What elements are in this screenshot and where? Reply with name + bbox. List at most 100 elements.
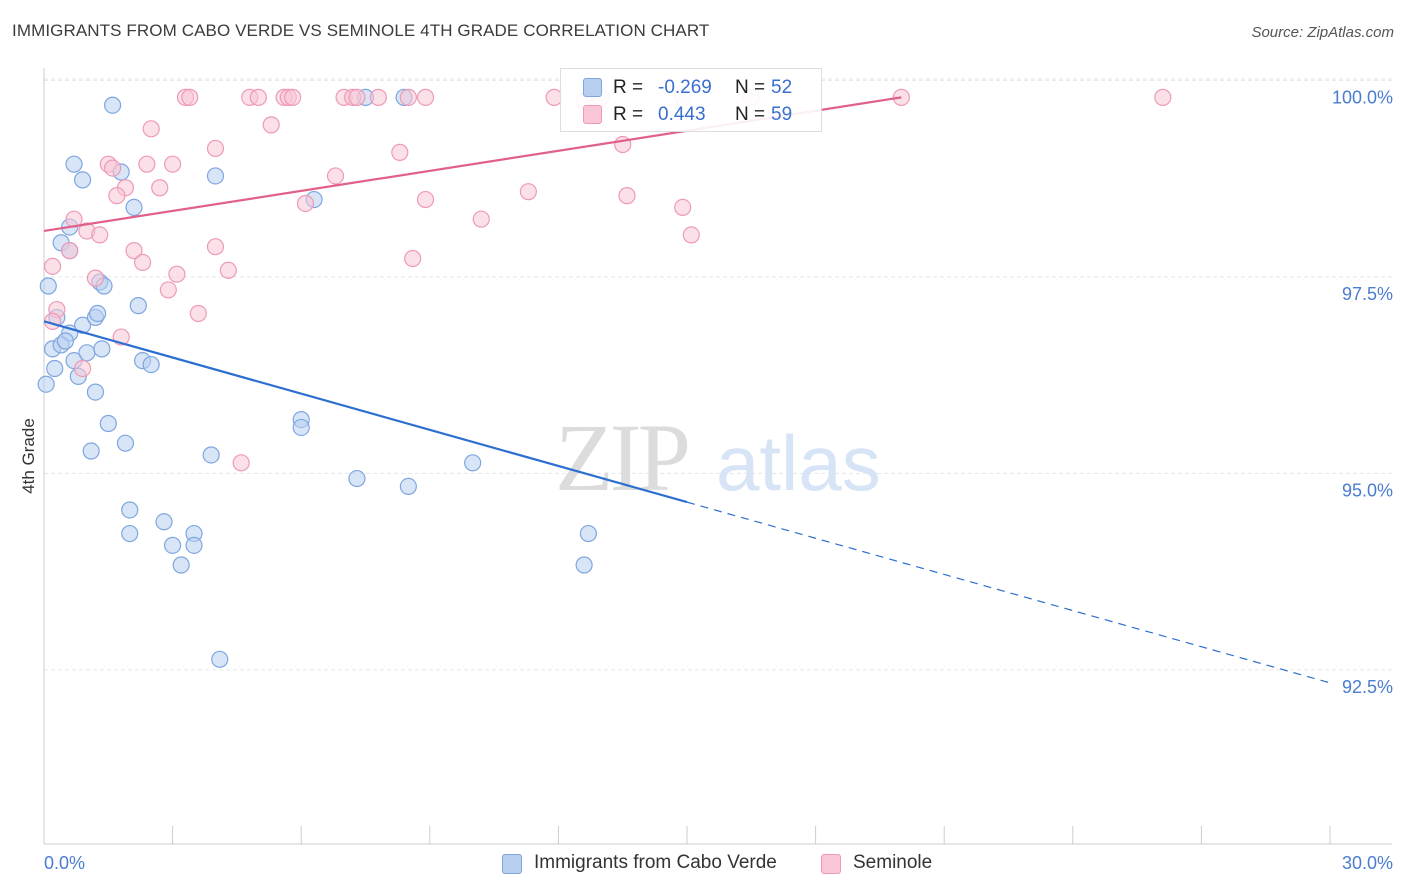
cabo-verde-point (575, 556, 593, 574)
seminole-point (151, 179, 169, 197)
seminole-point (86, 269, 105, 287)
series-legend-label: Seminole (853, 852, 933, 873)
seminole-point (133, 253, 152, 272)
cabo-verde-point (464, 454, 482, 472)
seminole-point (103, 159, 122, 177)
seminole-point (125, 242, 143, 260)
tick-labels: 92.5% 95.0% 97.5% 100.0% 0.0% 30.0% (44, 87, 1393, 873)
seminole-point (168, 265, 186, 283)
legend-r-value: -0.269 (658, 77, 712, 98)
cabo-verde-point (348, 469, 366, 488)
cabo-verde-point (46, 359, 64, 378)
seminole-point (404, 249, 422, 268)
seminole-point (519, 183, 537, 201)
grid-lines (44, 78, 1392, 671)
cabo-verde-point (172, 556, 190, 574)
legend-r-value: 0.443 (658, 104, 706, 125)
cabo-verde-point (399, 477, 417, 496)
legend-swatch-pink (583, 105, 602, 124)
cabo-verde-point (211, 650, 229, 668)
cabo-verde-point (142, 355, 160, 374)
y-axis-title: 4th Grade (19, 418, 38, 494)
x-tick-label: 0.0% (44, 853, 85, 873)
cabo-verde-point (99, 414, 117, 433)
x-tick-label: 30.0% (1342, 853, 1393, 873)
cabo-verde-point (37, 375, 55, 393)
legend-r-label: R = (613, 77, 644, 98)
seminole-point (142, 120, 160, 138)
cabo-verde-point (73, 171, 92, 189)
seminole-point (219, 261, 237, 279)
correlation-legend: R = -0.269 N = 52 R = 0.443 N = 59 (560, 68, 822, 132)
cabo-verde-point (88, 304, 107, 323)
seminole-point (206, 238, 225, 256)
cabo-verde-point (155, 513, 173, 531)
seminole-point (43, 257, 62, 275)
legend-n-value: 59 (771, 104, 793, 125)
seminole-point (416, 190, 435, 209)
seminole-point (181, 88, 199, 106)
legend-n-label: N = (735, 77, 766, 98)
seminole-point (369, 88, 387, 106)
watermark: ZIP atlas (555, 404, 881, 511)
cabo-verde-trend-line (43, 320, 688, 504)
y-tick-label: 95.0% (1342, 480, 1393, 500)
series-legend-label: Immigrants from Cabo Verde (534, 852, 777, 873)
cabo-verde-point (121, 501, 139, 519)
cabo-verde-trend-extension (686, 501, 1331, 684)
seminole-point (296, 194, 315, 213)
seminole-point (262, 116, 280, 134)
y-tick-label: 92.5% (1342, 677, 1393, 697)
seminole-point (472, 210, 490, 228)
cabo-verde-point (579, 524, 598, 543)
seminole-point (618, 187, 636, 205)
seminole-point (326, 167, 345, 185)
cabo-verde-point (125, 198, 143, 216)
seminole-point (164, 155, 182, 173)
seminole-point (61, 242, 79, 260)
chart-title: IMMIGRANTS FROM CABO VERDE VS SEMINOLE 4… (12, 21, 710, 40)
cabo-verde-point (93, 340, 111, 358)
legend-swatch-blue (583, 78, 602, 97)
legend-r-label: R = (613, 104, 644, 125)
cabo-verde-point (39, 277, 57, 295)
cabo-verde-point (116, 434, 135, 452)
series-legend: Immigrants from Cabo Verde Seminole (0, 852, 1406, 878)
seminole-point (138, 155, 156, 173)
seminole-point (399, 88, 417, 106)
trend-lines (43, 96, 1331, 684)
y-tick-label: 97.5% (1342, 284, 1393, 304)
seminole-point (674, 198, 692, 216)
series-swatch-blue (502, 854, 522, 874)
cabo-verde-point (65, 155, 83, 173)
seminole-point (159, 281, 177, 299)
seminole-point (189, 304, 207, 323)
seminole-point (206, 139, 225, 158)
seminole-point (284, 88, 302, 106)
seminole-point (391, 143, 409, 161)
cabo-verde-point (164, 536, 182, 554)
axes (43, 68, 1392, 845)
legend-n-value: 52 (771, 77, 793, 98)
cabo-verde-point (206, 167, 225, 185)
seminole-point (682, 226, 700, 244)
seminole-point (108, 187, 126, 205)
seminole-point (1154, 88, 1172, 106)
cabo-verde-point (292, 418, 310, 437)
cabo-verde-point (86, 383, 105, 401)
cabo-verde-point (185, 536, 203, 554)
cabo-verde-point (121, 524, 139, 543)
cabo-verde-point (202, 446, 220, 464)
seminole-point (232, 454, 250, 472)
cabo-verde-point (82, 442, 100, 460)
seminole-point (91, 226, 109, 244)
seminole-point (416, 88, 435, 106)
y-tick-label: 100.0% (1332, 87, 1393, 107)
watermark-atlas: atlas (716, 419, 881, 507)
cabo-verde-point (103, 96, 122, 114)
chart-source: Source: ZipAtlas.com (1251, 24, 1394, 41)
seminole-point (73, 359, 92, 378)
cabo-verde-point (56, 332, 75, 350)
legend-n-label: N = (735, 104, 766, 125)
